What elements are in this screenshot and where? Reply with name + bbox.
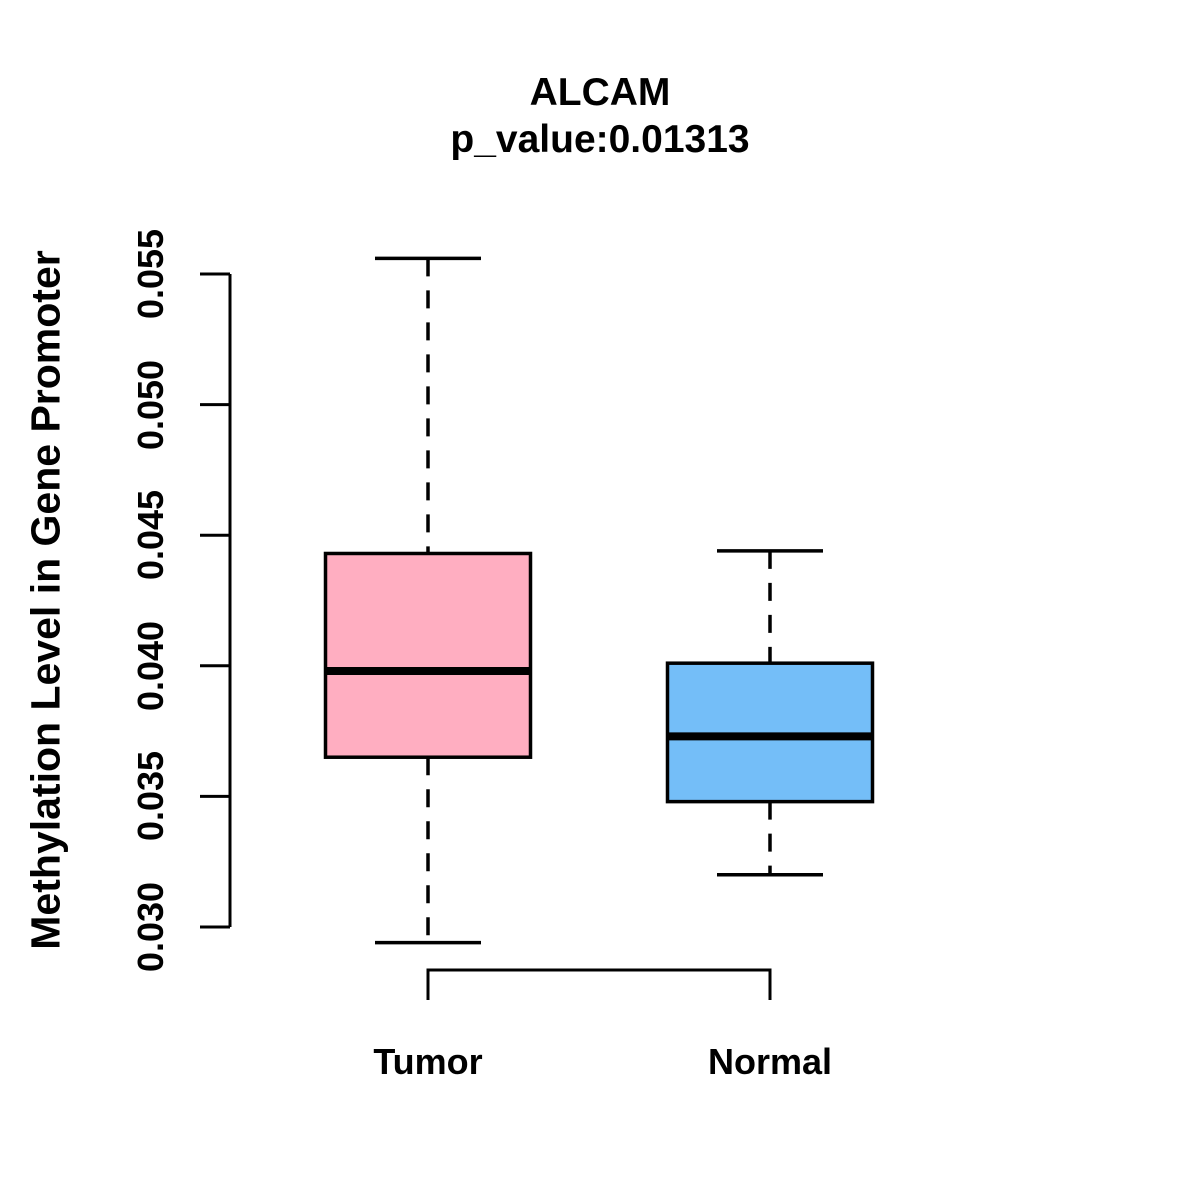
y-tick-label: 0.030	[130, 881, 171, 973]
x-category-label-tumor: Tumor	[373, 1041, 483, 1082]
y-tick-label: 0.035	[130, 751, 171, 842]
chart-title: ALCAM	[529, 71, 671, 114]
y-axis-label: Methylation Level in Gene Promoter	[22, 250, 69, 950]
y-tick-label: 0.055	[130, 228, 171, 320]
chart-subtitle-pvalue: p_value:0.01313	[450, 118, 750, 161]
y-tick-label: 0.040	[130, 620, 171, 711]
y-tick-label: 0.045	[130, 490, 171, 581]
x-category-label-normal: Normal	[707, 1041, 833, 1082]
x-axis-bracket	[426, 968, 772, 1000]
iqr-box-tumor	[323, 551, 533, 759]
y-tick-label: 0.050	[130, 359, 171, 450]
